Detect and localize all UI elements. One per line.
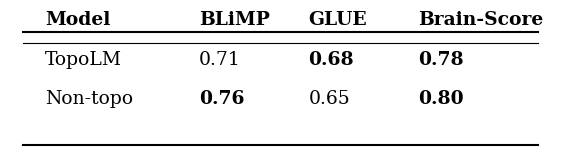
Text: GLUE: GLUE: [308, 11, 367, 29]
Text: 0.80: 0.80: [418, 90, 463, 108]
Text: 0.76: 0.76: [199, 90, 244, 108]
Text: 0.78: 0.78: [418, 51, 463, 69]
Text: BLiMP: BLiMP: [199, 11, 270, 29]
Text: TopoLM: TopoLM: [45, 51, 122, 69]
Text: 0.65: 0.65: [308, 90, 350, 108]
Text: Brain-Score: Brain-Score: [418, 11, 543, 29]
Text: Non-topo: Non-topo: [45, 90, 133, 108]
Text: 0.68: 0.68: [308, 51, 354, 69]
Text: 0.71: 0.71: [199, 51, 241, 69]
Text: Model: Model: [45, 11, 111, 29]
